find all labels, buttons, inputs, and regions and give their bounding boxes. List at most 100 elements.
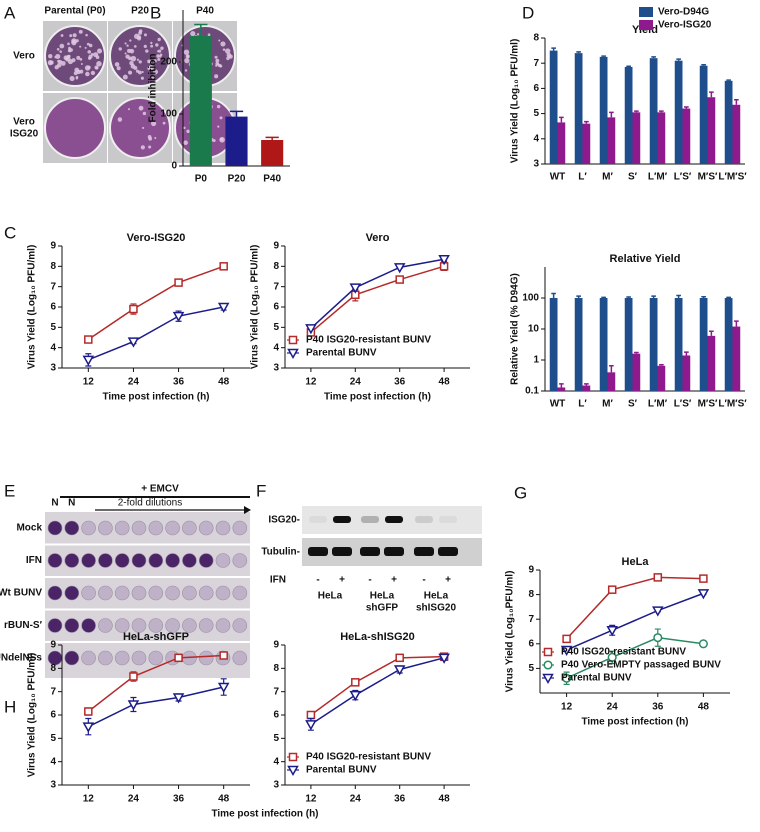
marker: [395, 275, 404, 284]
error-bar: [194, 23, 208, 36]
plaque: [219, 64, 223, 68]
well: [98, 618, 113, 633]
bar: [732, 104, 741, 164]
marker: [288, 335, 298, 345]
error-bar: [551, 292, 556, 298]
plaque: [186, 129, 190, 133]
y-tick-label: 8: [50, 663, 56, 674]
band: [308, 547, 328, 556]
band: [333, 516, 351, 523]
error-bar: [584, 383, 589, 386]
well: [198, 618, 214, 633]
marker: [653, 633, 663, 643]
y-tick-label: 7: [273, 686, 279, 697]
well: [98, 650, 113, 666]
plaque: [79, 58, 83, 61]
bar: [682, 108, 691, 164]
plaque: [60, 34, 64, 37]
y-tick-label: 0.1: [525, 386, 539, 397]
plaque: [142, 126, 145, 130]
plaque: [87, 65, 91, 70]
plaque: [215, 64, 218, 67]
plaque: [218, 39, 221, 42]
bar: [582, 123, 591, 164]
band: [439, 516, 457, 523]
error-bar: [559, 383, 564, 388]
x-tick-label: S′: [628, 172, 638, 183]
plaque: [86, 42, 90, 46]
y-tick-label: 6: [533, 83, 539, 94]
plaque: [55, 53, 61, 59]
series-line: [310, 657, 445, 725]
error-bar: [601, 296, 606, 299]
y-tick-label: 6: [528, 638, 534, 649]
well: [114, 618, 130, 633]
chart-title: Relative Yield: [610, 253, 681, 265]
plaque: [141, 70, 144, 74]
x-tick-label: 48: [439, 794, 451, 805]
series-line: [87, 265, 224, 341]
y-tick-label: 100: [160, 109, 177, 120]
error-bar: [559, 116, 564, 123]
marker: [562, 673, 572, 683]
well: [182, 553, 197, 568]
plaque: [75, 77, 79, 80]
chart-title: Vero: [366, 232, 390, 244]
plaque: [219, 136, 225, 143]
plate: [45, 512, 250, 678]
y-axis-label: Virus Yield (Log₁₀PFU/ml): [505, 571, 516, 693]
plaque: [152, 69, 159, 75]
x-tick-label: P20: [228, 174, 246, 185]
y-tick-label: 9: [50, 640, 56, 651]
band: [415, 516, 433, 523]
plaque: [128, 70, 133, 75]
x-tick-label: L′M′S′: [718, 172, 747, 183]
y-tick-label: 6: [273, 710, 279, 721]
marker: [393, 263, 406, 274]
well: [98, 520, 113, 536]
lane-sign: -: [368, 575, 371, 586]
plaque: [68, 46, 71, 50]
y-axis-label: Virus Yield (Log₁₀ PFU/ml): [27, 653, 38, 778]
x-tick-label: 48: [218, 377, 230, 388]
panel-label: C: [4, 223, 16, 242]
error-bar: [709, 91, 714, 98]
panel-e-plate: [45, 496, 251, 678]
series-line: [310, 655, 445, 716]
y-tick-label: 5: [273, 733, 279, 744]
plaque: [56, 47, 60, 51]
panel-label: B: [150, 3, 161, 22]
x-tick-label: L′M′: [648, 399, 668, 410]
panel-label: A: [4, 3, 16, 22]
well: [198, 585, 214, 601]
bar: [699, 65, 708, 164]
bar: [549, 298, 558, 391]
cell-line: shISG20: [416, 603, 456, 614]
well: [182, 618, 197, 633]
control-label: N: [68, 498, 75, 509]
y-tick-label: 7: [528, 614, 534, 625]
well: [98, 553, 113, 568]
marker: [127, 700, 140, 711]
bar: [574, 298, 583, 391]
plaque: [151, 74, 156, 80]
bar: [607, 372, 616, 391]
error-bar: [684, 351, 689, 356]
marker: [438, 254, 450, 266]
legend-label: P40 ISG20-resistant BUNV: [561, 647, 686, 658]
plaque: [219, 116, 223, 120]
error-bar: [609, 365, 614, 373]
plaque: [128, 56, 132, 61]
y-tick-label: 8: [50, 261, 56, 272]
marker: [560, 645, 573, 656]
bar: [624, 66, 633, 164]
plaque: [78, 29, 83, 34]
x-tick-label: 36: [173, 794, 185, 805]
chart-title: Vero-ISG20: [127, 232, 186, 244]
panel-label: E: [4, 481, 15, 500]
plaque: [88, 54, 93, 59]
plaque: [222, 48, 226, 51]
y-tick-label: 3: [273, 363, 279, 374]
x-tick-label: WT: [550, 172, 566, 183]
well: [114, 585, 130, 601]
